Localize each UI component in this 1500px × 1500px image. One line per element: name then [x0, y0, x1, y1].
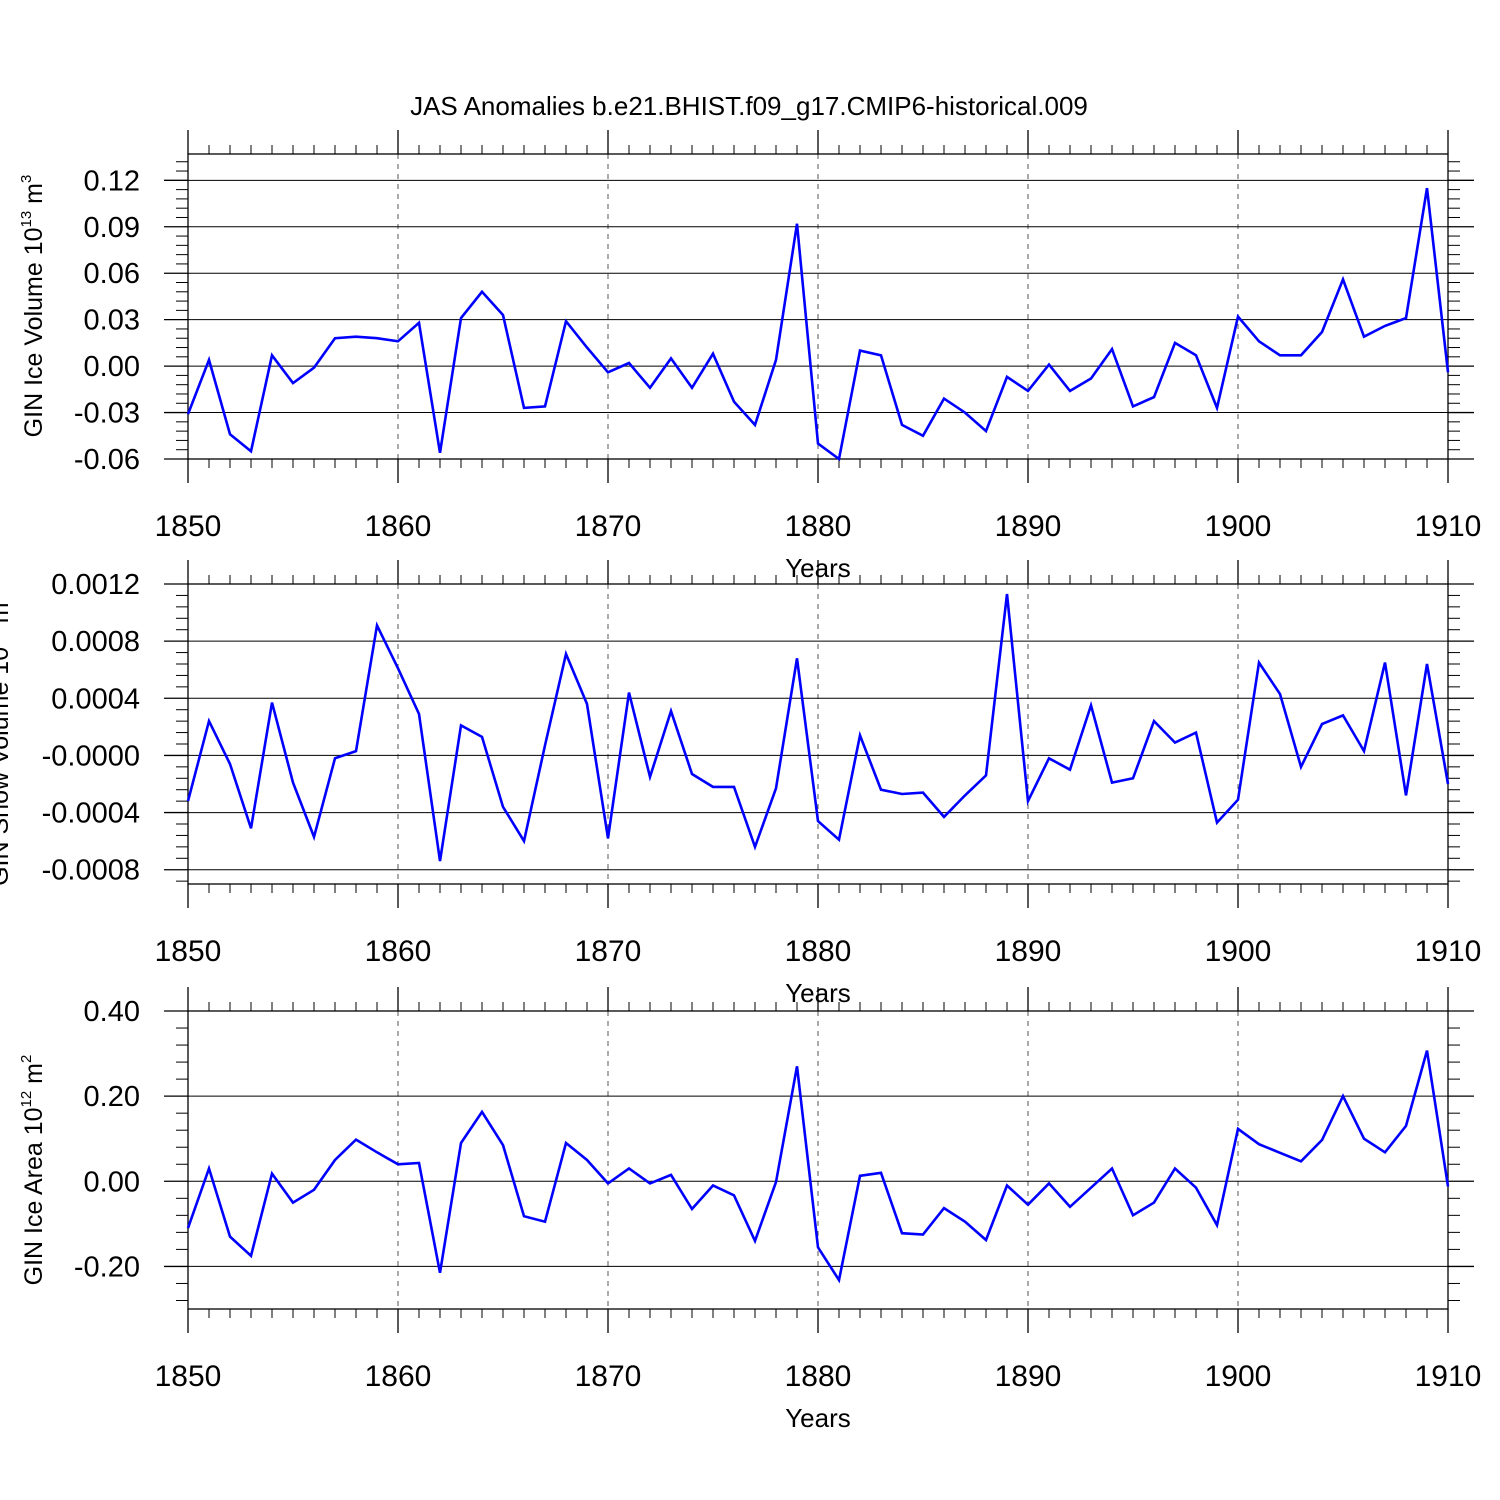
y-axis-label: GIN Ice Volume 1013 m3: [18, 175, 48, 438]
x-tick-label: 1870: [575, 1360, 642, 1393]
x-tick-label: 1910: [1415, 510, 1482, 543]
x-tick-label: 1910: [1415, 935, 1482, 968]
y-tick-label: 0.0008: [51, 626, 140, 658]
x-tick-label: 1860: [365, 935, 432, 968]
x-tick-label: 1900: [1205, 935, 1272, 968]
x-tick-label: 1850: [155, 510, 222, 543]
y-tick-label: 0.00: [84, 1166, 140, 1198]
plot-frame: [187, 1010, 1449, 1310]
y-axis-label: GIN Snow Volume 1013 m3: [0, 594, 14, 886]
x-tick-label: 1880: [785, 1360, 852, 1393]
y-tick-label: 0.20: [84, 1081, 140, 1113]
x-tick-label: 1890: [995, 935, 1062, 968]
x-tick-label: 1900: [1205, 1360, 1272, 1393]
y-tick-label: -0.0004: [42, 798, 140, 830]
y-tick-label: -0.20: [74, 1251, 140, 1283]
y-tick-label: -0.0000: [42, 740, 140, 772]
x-tick-label: 1850: [155, 1360, 222, 1393]
x-tick-label: 1850: [155, 935, 222, 968]
series-line: [186, 1050, 1450, 1284]
plot-frame: [187, 153, 1449, 460]
panel-2: 1850 1860 1870 1880 1890 1900 1910 -0.0008 -0.00…: [0, 560, 1481, 1008]
panel-1: 1850 1860 1870 1880 1890 1900 1910 -0.06 -0.03 0.…: [18, 130, 1481, 583]
y-tick-label: 0.40: [84, 996, 140, 1028]
y-tick-label: 0.03: [84, 305, 140, 337]
x-tick-label: 1860: [365, 1360, 432, 1393]
x-tick-label: 1880: [785, 935, 852, 968]
x-tick-label: 1880: [785, 510, 852, 543]
panel-3: 1850 1860 1870 1880 1890 1900 1910 -0.20 0.00 0.2…: [18, 987, 1481, 1433]
x-tick-label: 1870: [575, 935, 642, 968]
y-tick-label: 0.0004: [51, 683, 140, 715]
y-tick-label: -0.06: [74, 444, 140, 476]
y-tick-label: 0.12: [84, 165, 140, 197]
x-tick-label: 1890: [995, 510, 1062, 543]
x-tick-label: 1860: [365, 510, 432, 543]
x-tick-label: 1890: [995, 1360, 1062, 1393]
x-tick-label: 1900: [1205, 510, 1272, 543]
y-tick-label: 0.00: [84, 351, 140, 383]
y-tick-label: 0.0012: [51, 569, 140, 601]
series-line: [186, 187, 1450, 462]
y-tick-label: -0.0008: [42, 855, 140, 887]
series-line: [186, 593, 1450, 862]
x-tick-label: 1870: [575, 510, 642, 543]
plot-frame: [187, 583, 1449, 885]
y-tick-label: -0.03: [74, 398, 140, 430]
y-tick-label: 0.09: [84, 212, 140, 244]
y-axis-label: GIN Ice Area 1012 m2: [18, 1055, 48, 1286]
y-tick-label: 0.06: [84, 258, 140, 290]
x-axis-label: Years: [785, 1403, 851, 1433]
chart-title: JAS Anomalies b.e21.BHIST.f09_g17.CMIP6-…: [410, 91, 1088, 121]
x-tick-label: 1910: [1415, 1360, 1482, 1393]
